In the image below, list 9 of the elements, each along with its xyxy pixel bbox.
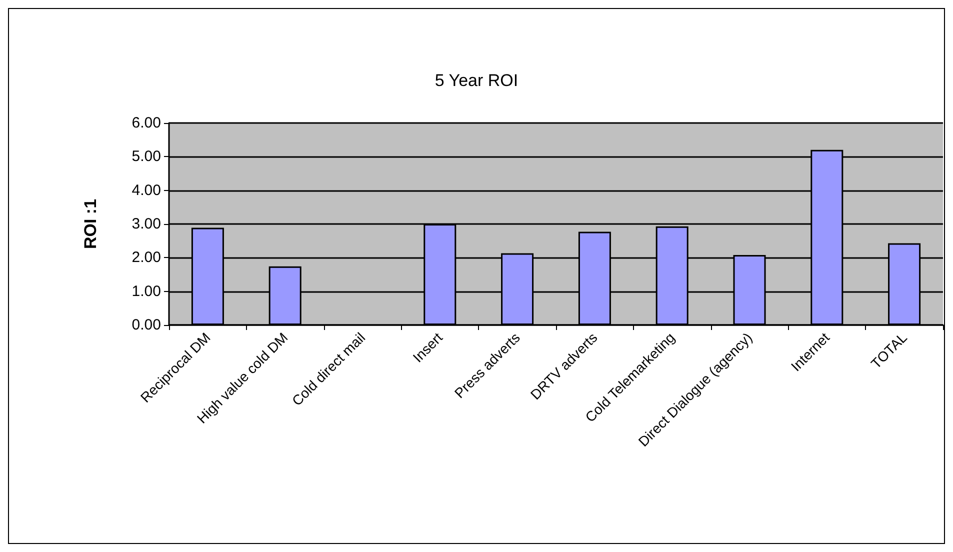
y-tick-label: 3.00 — [132, 216, 161, 232]
chart-title: 5 Year ROI — [434, 71, 518, 90]
y-tick-label: 0.00 — [132, 316, 161, 334]
y-tick-label: 2.00 — [132, 249, 161, 266]
y-tick-label: 4.00 — [132, 182, 161, 199]
y-tick-label: 6.00 — [132, 114, 161, 132]
y-tick-label: 1.00 — [132, 282, 161, 300]
y-axis-title: ROI :1 — [81, 198, 100, 250]
y-tick-label: 5.00 — [132, 148, 161, 166]
